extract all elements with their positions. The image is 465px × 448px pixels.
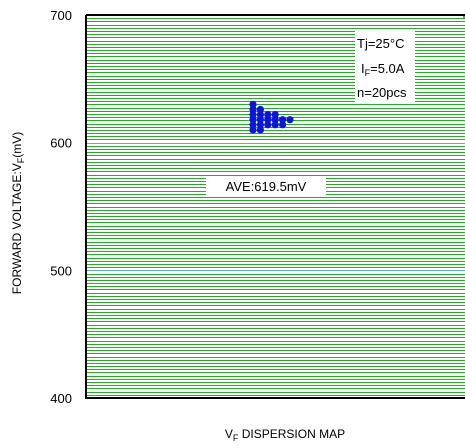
condition-if: IF=5.0A bbox=[361, 61, 405, 78]
data-point bbox=[256, 126, 264, 134]
data-point bbox=[256, 121, 264, 129]
x-axis-label-main: V bbox=[225, 427, 233, 441]
condition-if-sub: F bbox=[365, 68, 371, 78]
data-point bbox=[271, 110, 279, 119]
data-point bbox=[279, 121, 287, 129]
data-points bbox=[249, 100, 294, 134]
conditions-box: Tj=25°C IF=5.0A n=20pcs bbox=[355, 31, 415, 103]
data-point bbox=[271, 116, 279, 124]
condition-tj: Tj=25°C bbox=[357, 36, 404, 51]
data-point bbox=[249, 105, 257, 114]
data-point bbox=[279, 116, 287, 124]
grid-layer bbox=[86, 18, 465, 396]
average-background bbox=[206, 176, 326, 197]
y-tick-label: 400 bbox=[50, 391, 72, 406]
data-point bbox=[249, 116, 257, 124]
data-point bbox=[249, 100, 257, 108]
data-point bbox=[264, 116, 272, 124]
data-point bbox=[249, 110, 257, 119]
conditions-background bbox=[355, 31, 415, 103]
condition-if-rest: =5.0A bbox=[370, 61, 405, 76]
data-point bbox=[256, 116, 264, 124]
x-axis-label: VF DISPERSION MAP bbox=[225, 427, 345, 443]
x-axis-label-sub: F bbox=[233, 433, 239, 443]
condition-if-main: I bbox=[361, 61, 365, 76]
axes-layer bbox=[85, 14, 465, 399]
y-axis-label-main: FORWARD VOLTAGE:V bbox=[10, 163, 24, 294]
data-point bbox=[249, 126, 257, 134]
condition-n: n=20pcs bbox=[357, 85, 407, 100]
y-tick-labels: 400 500 600 700 bbox=[50, 8, 72, 406]
data-point bbox=[264, 110, 272, 119]
y-tick-label: 600 bbox=[50, 136, 72, 151]
average-label: AVE:619.5mV bbox=[226, 179, 307, 194]
y-tick-label: 500 bbox=[50, 263, 72, 278]
y-axis-label-rest: (mV) bbox=[10, 132, 24, 158]
data-point bbox=[264, 121, 272, 129]
data-point bbox=[256, 105, 264, 114]
x-axis-label-rest: DISPERSION MAP bbox=[238, 427, 345, 441]
average-box: AVE:619.5mV bbox=[206, 176, 326, 197]
y-axis-label-sub: F bbox=[16, 157, 26, 163]
data-point bbox=[249, 121, 257, 129]
y-axis-label: FORWARD VOLTAGE:VF(mV) bbox=[10, 132, 26, 294]
data-point bbox=[271, 121, 279, 129]
data-point bbox=[256, 110, 264, 119]
data-point bbox=[286, 116, 294, 124]
y-tick-label: 700 bbox=[50, 8, 72, 23]
